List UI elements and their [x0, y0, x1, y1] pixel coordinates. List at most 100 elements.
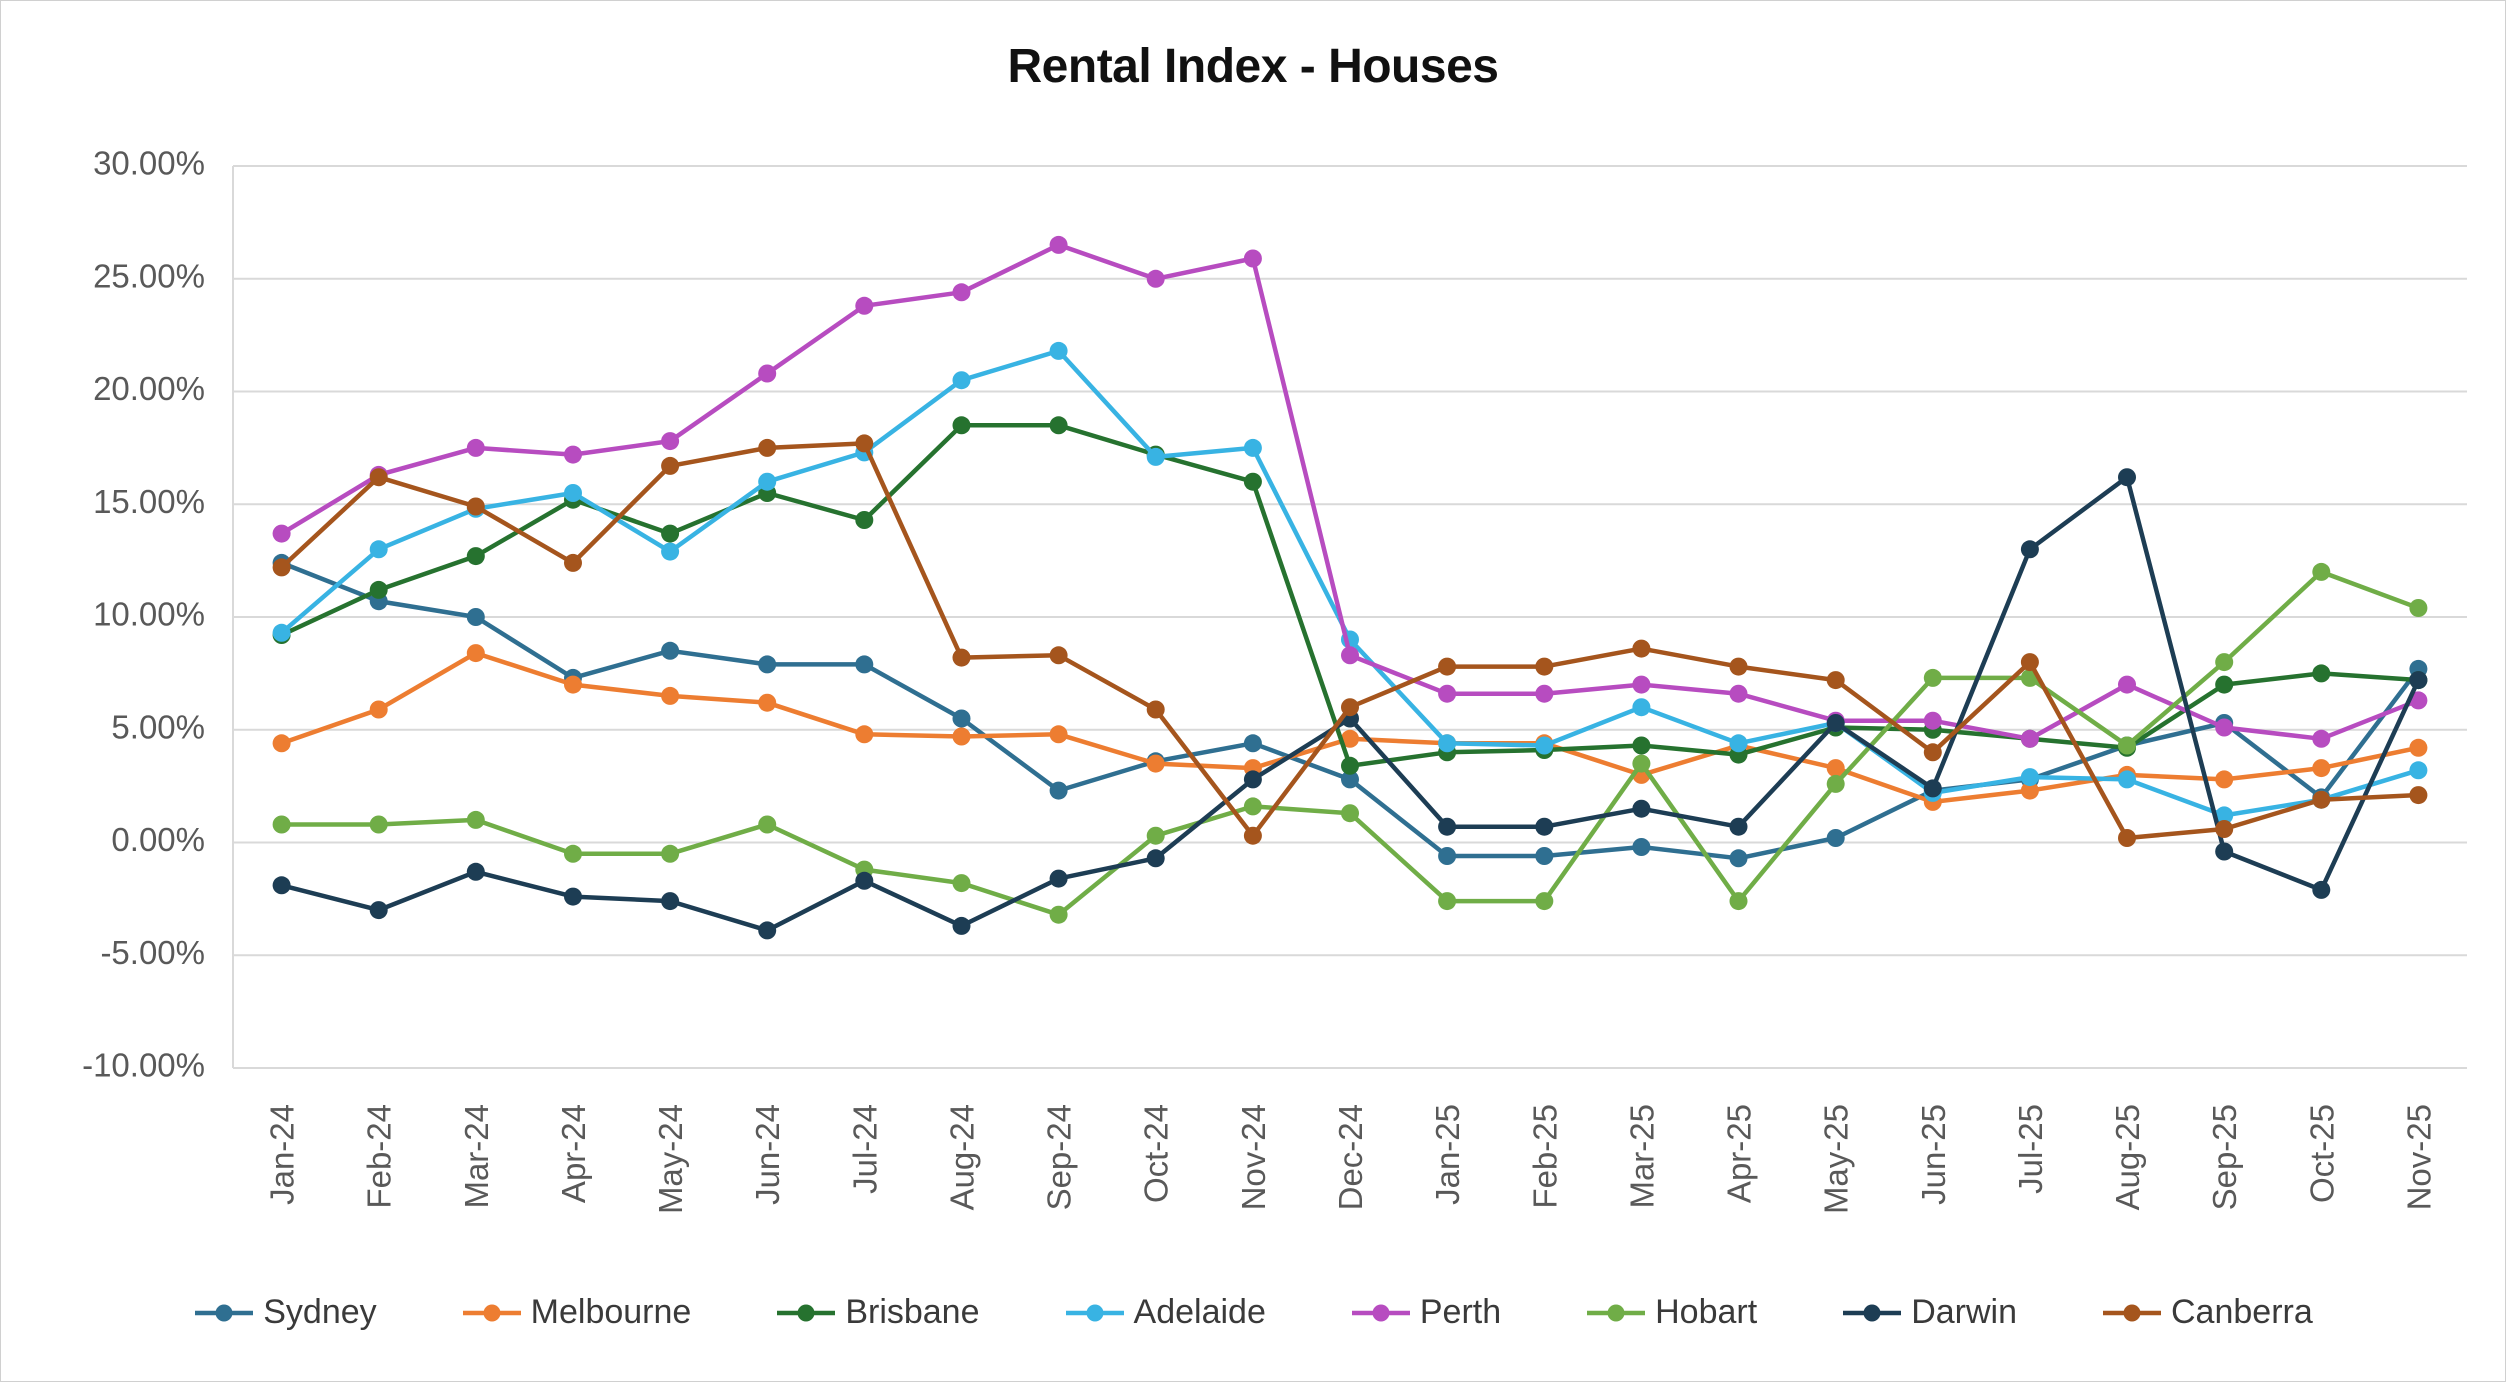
- x-axis-tick-label: Jan-24: [264, 1104, 301, 1205]
- x-axis-tick-label: Jun-24: [749, 1104, 786, 1205]
- data-point: [1438, 684, 1457, 703]
- legend-item-perth: Perth: [1350, 1293, 1501, 1332]
- data-point: [1243, 826, 1262, 845]
- data-point: [758, 655, 777, 674]
- data-point: [1632, 736, 1651, 755]
- legend-line-marker-icon: [195, 1304, 254, 1321]
- data-point: [1535, 684, 1554, 703]
- data-point: [1632, 639, 1651, 658]
- data-point: [369, 540, 388, 559]
- data-point: [1826, 714, 1845, 732]
- legend-item-canberra: Canberra: [2101, 1293, 2313, 1332]
- y-axis-tick-label: 0.00%: [111, 821, 205, 858]
- data-point: [2215, 675, 2234, 694]
- x-axis-tick-label: Feb-24: [361, 1104, 398, 1209]
- data-point: [1146, 447, 1165, 466]
- data-point: [1146, 700, 1165, 719]
- data-point: [1049, 869, 1068, 888]
- x-axis-tick-label: Dec-24: [1332, 1104, 1369, 1210]
- data-point: [2312, 729, 2331, 748]
- series-darwin: [272, 468, 2428, 940]
- data-point: [1438, 657, 1457, 676]
- data-point: [758, 815, 777, 834]
- data-point: [564, 844, 582, 863]
- line-chart-plot-area: 30.00% 25.00% 20.00% 15.00% 10.00% 5.00% 0.00%…: [82, 145, 2467, 1214]
- legend-label: Brisbane: [845, 1293, 980, 1331]
- legend-line-marker-icon: [1587, 1304, 1646, 1321]
- data-point: [952, 727, 971, 746]
- data-point: [2312, 664, 2331, 683]
- y-axis-tick-label: 15.00%: [93, 483, 205, 520]
- data-point: [1243, 734, 1262, 753]
- data-point: [369, 901, 388, 920]
- data-point: [661, 432, 680, 451]
- x-axis-tick-label: Apr-25: [1721, 1104, 1758, 1203]
- legend-item-hobart: Hobart: [1585, 1293, 1757, 1332]
- data-point: [855, 655, 874, 674]
- legend-label: Darwin: [1911, 1293, 2017, 1331]
- data-point: [758, 364, 777, 383]
- data-point: [2409, 691, 2428, 710]
- y-axis-tick-label: 20.00%: [93, 370, 205, 407]
- data-point: [2118, 770, 2136, 789]
- data-point: [2118, 829, 2136, 847]
- data-point: [2312, 562, 2331, 581]
- data-point: [1146, 754, 1165, 773]
- x-axis-tick-label: Jul-24: [846, 1104, 883, 1194]
- data-point: [1438, 734, 1457, 753]
- x-axis-tick-label: Jan-25: [1429, 1104, 1466, 1205]
- data-point: [758, 472, 777, 491]
- data-point: [2312, 759, 2331, 778]
- data-point: [1438, 847, 1457, 865]
- data-point: [1923, 779, 1942, 798]
- data-point: [369, 815, 388, 834]
- data-point: [1243, 770, 1262, 789]
- data-point: [564, 887, 582, 906]
- data-point: [2409, 786, 2428, 805]
- y-axis-tick-label: -5.00%: [100, 934, 205, 971]
- data-point: [1729, 684, 1748, 703]
- data-point: [1243, 249, 1262, 268]
- data-point: [952, 371, 971, 390]
- y-axis-tick-label: 25.00%: [93, 257, 205, 294]
- data-point: [661, 524, 680, 543]
- data-point: [758, 693, 777, 712]
- data-point: [1729, 892, 1748, 911]
- data-point: [466, 497, 485, 516]
- data-point: [1729, 817, 1748, 836]
- x-axis-tick-label: Mar-25: [1623, 1104, 1660, 1209]
- y-axis-tick-label: -10.00%: [82, 1047, 205, 1084]
- data-point: [564, 484, 582, 502]
- data-point: [466, 810, 485, 829]
- data-point: [1729, 734, 1748, 753]
- data-point: [466, 644, 485, 663]
- x-axis-tick-label: May-24: [652, 1104, 689, 1214]
- data-point: [2409, 599, 2428, 617]
- legend-line-marker-icon: [1351, 1304, 1410, 1321]
- data-point: [1243, 472, 1262, 491]
- y-axis-tick-label: 10.00%: [93, 596, 205, 633]
- data-point: [1632, 698, 1651, 717]
- x-axis-tick-label: Aug-25: [2109, 1104, 2146, 1210]
- legend-line-marker-icon: [1065, 1304, 1124, 1321]
- y-axis-tick-label: 30.00%: [93, 145, 205, 182]
- data-point: [661, 641, 680, 660]
- data-point: [1341, 646, 1359, 665]
- data-point: [855, 511, 874, 529]
- x-axis-tick-label: Oct-25: [2303, 1104, 2340, 1203]
- data-point: [1535, 892, 1554, 911]
- data-point: [952, 648, 971, 667]
- data-point: [1049, 646, 1068, 665]
- data-point: [2215, 820, 2234, 838]
- data-point: [952, 874, 971, 893]
- x-axis-tick-label: Apr-24: [555, 1104, 592, 1203]
- series-canberra: [272, 434, 2428, 847]
- data-point: [2215, 770, 2234, 789]
- data-point: [1341, 698, 1359, 717]
- data-point: [1632, 799, 1651, 818]
- y-axis-tick-label: 5.00%: [111, 708, 205, 745]
- data-point: [1923, 743, 1942, 762]
- x-axis-tick-label: Jul-25: [2012, 1104, 2049, 1194]
- data-point: [661, 686, 680, 705]
- data-point: [272, 815, 291, 834]
